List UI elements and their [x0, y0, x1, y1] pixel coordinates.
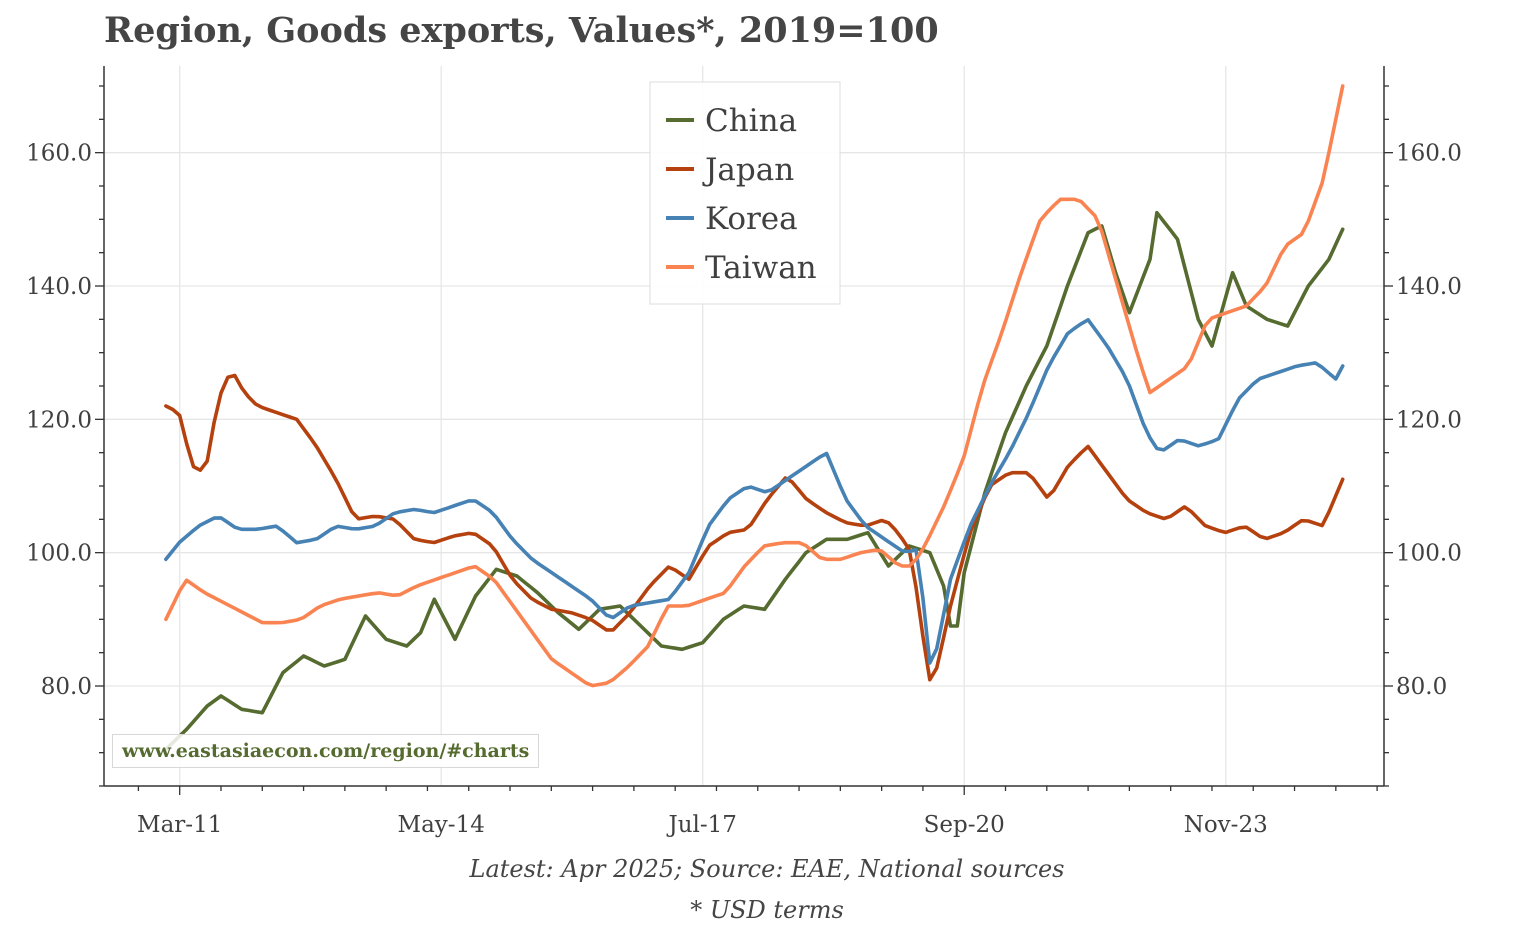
x-tick-label: May-14	[398, 812, 485, 838]
legend: China Japan Korea Taiwan	[649, 81, 841, 305]
x-tick-label: Nov-23	[1184, 812, 1268, 838]
axes: 80.0 80.0 100.0 100.0 120.0 120.0 140.0 140.0 16…	[26, 66, 1462, 838]
x-tick-label: Jul-17	[666, 812, 736, 838]
y-tick-label-right: 120.0	[1396, 407, 1462, 433]
y-tick-label-right: 160.0	[1396, 141, 1462, 167]
legend-label-japan: Japan	[702, 152, 794, 188]
y-tick-label-left: 100.0	[26, 541, 92, 567]
series-line-taiwan	[164, 84, 1345, 688]
chart-title: Region, Goods exports, Values*, 2019=100	[104, 10, 939, 51]
series-line-china	[164, 210, 1345, 752]
watermark-link[interactable]: www.eastasiaecon.com/region/#charts	[112, 734, 540, 768]
legend-label-korea: Korea	[705, 201, 798, 237]
x-tick-label: Sep-20	[924, 812, 1005, 838]
series-line-japan	[164, 373, 1345, 682]
source-note: Latest: Apr 2025; Source: EAE, National …	[469, 855, 1065, 883]
usd-footnote: * USD terms	[690, 896, 844, 924]
y-tick-label-left: 140.0	[26, 274, 92, 300]
x-tick-label: Mar-11	[137, 812, 222, 838]
series-line-korea	[164, 317, 1345, 665]
y-tick-label-right: 80.0	[1396, 674, 1447, 700]
y-tick-label-right: 100.0	[1396, 541, 1462, 567]
y-tick-label-left: 80.0	[41, 674, 92, 700]
y-tick-label-left: 120.0	[26, 407, 92, 433]
legend-label-taiwan: Taiwan	[705, 250, 817, 286]
series-lines	[164, 84, 1345, 752]
y-tick-label-left: 160.0	[26, 141, 92, 167]
legend-label-china: China	[705, 103, 797, 139]
y-tick-label-right: 140.0	[1396, 274, 1462, 300]
